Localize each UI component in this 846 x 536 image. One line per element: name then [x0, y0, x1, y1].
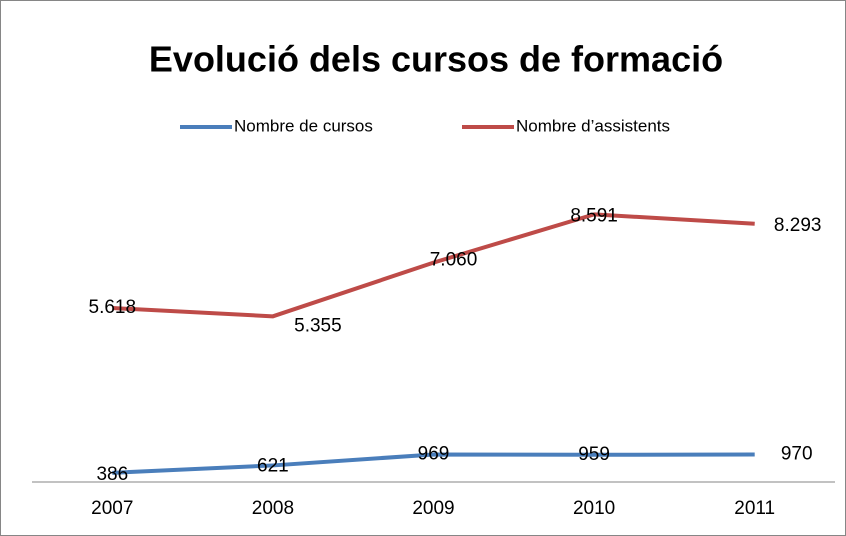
x-tick-label: 2011: [734, 498, 775, 519]
data-label: 5.618: [89, 297, 137, 318]
x-tick-label: 2008: [252, 498, 294, 519]
data-label: 5.355: [294, 315, 342, 336]
series-line: [112, 212, 755, 319]
data-label: 8.591: [570, 205, 618, 226]
data-label: 959: [578, 444, 610, 465]
legend-label: Nombre d’assistents: [516, 116, 670, 135]
x-tick-label: 2009: [412, 498, 454, 519]
data-label: 8.293: [774, 215, 822, 236]
legend-label: Nombre de cursos: [234, 116, 373, 135]
data-label: 7.060: [430, 250, 478, 271]
data-label: 970: [781, 443, 813, 464]
x-tick-label: 2010: [573, 498, 615, 519]
x-tick-label: 2007: [91, 498, 133, 519]
data-label: 621: [257, 455, 289, 476]
series-line: [112, 452, 755, 475]
data-label: 969: [418, 443, 450, 464]
data-label: 386: [96, 464, 128, 485]
chart-title: Evolució dels cursos de formació: [149, 39, 723, 80]
